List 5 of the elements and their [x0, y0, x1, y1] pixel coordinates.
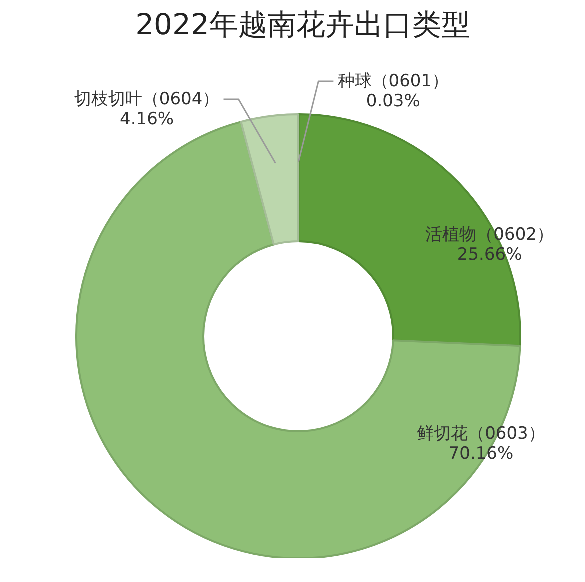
data-label: 0.03% — [366, 92, 420, 112]
data-label: 4.16% — [120, 110, 174, 130]
slice-label: 切枝切叶（0604） — [74, 90, 220, 110]
slice-label: 种球（0601） — [338, 72, 450, 92]
chart-title: 2022年越南花卉出口类型 — [136, 8, 470, 42]
